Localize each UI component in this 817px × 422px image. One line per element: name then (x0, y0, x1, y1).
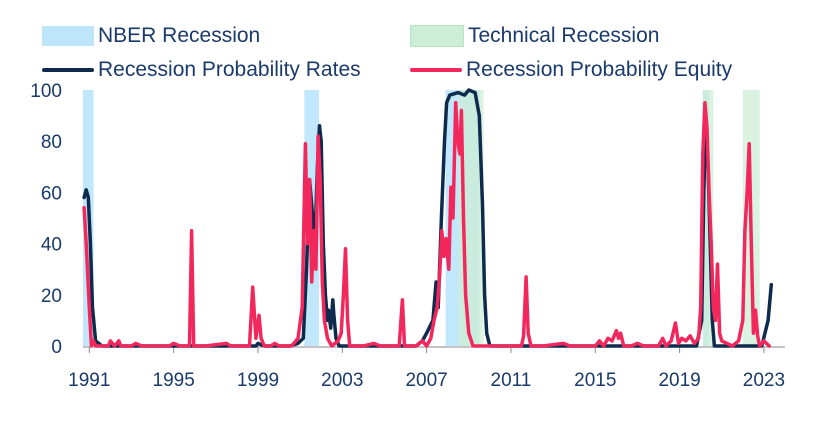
legend-item-rates: Recession Probability Rates (42, 58, 361, 82)
y-axis-ticks: 0 20 40 60 80 100 (30, 81, 62, 358)
x-tick-label: 2023 (743, 370, 785, 391)
x-tick-label: 1999 (237, 370, 279, 391)
x-tick-label: 1995 (153, 370, 195, 391)
legend-label-equity: Recession Probability Equity (466, 58, 733, 81)
legend-swatch-equity (410, 68, 462, 72)
recession-bands (83, 90, 760, 346)
x-tick-label: 2015 (574, 370, 616, 391)
y-tick-label: 40 (41, 235, 62, 256)
x-tick-label: 2011 (491, 370, 532, 391)
y-tick-label: 80 (41, 132, 62, 153)
legend-label-technical: Technical Recession (468, 24, 660, 47)
x-tick-label: 2003 (321, 370, 363, 391)
x-axis-ticks: 1991 1995 1999 2003 2007 2011 2015 2019 2023 (68, 347, 785, 391)
y-tick-label: 0 (51, 337, 62, 358)
x-tick-label: 2019 (658, 370, 700, 391)
legend-item-equity: Recession Probability Equity (410, 58, 732, 82)
series-line-equity (82, 101, 771, 348)
x-tick-label: 1991 (68, 370, 110, 391)
y-tick-label: 60 (41, 183, 62, 204)
y-tick-label: 20 (41, 286, 62, 307)
legend-item-technical-recession: Technical Recession (410, 24, 659, 48)
legend-swatch-nber (42, 26, 94, 46)
legend-label-rates: Recession Probability Rates (98, 58, 361, 81)
series-line-rates (82, 88, 774, 348)
legend-swatch-technical (410, 25, 464, 47)
series-lines (82, 88, 774, 348)
legend-item-nber-recession: NBER Recession (42, 24, 260, 48)
legend-label-nber: NBER Recession (98, 24, 261, 47)
y-tick-label: 100 (30, 81, 62, 102)
x-tick-label: 2007 (405, 370, 447, 391)
legend-swatch-rates (42, 68, 94, 72)
